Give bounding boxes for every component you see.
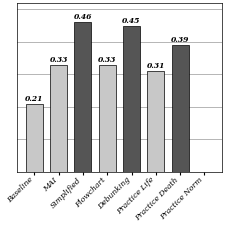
Text: 0.45: 0.45: [122, 17, 141, 25]
Text: 0.46: 0.46: [74, 13, 92, 21]
Text: 0.39: 0.39: [171, 36, 189, 44]
Text: 0.33: 0.33: [98, 56, 116, 64]
Bar: [172, 45, 189, 172]
Text: 0.33: 0.33: [50, 56, 68, 64]
Bar: [123, 25, 140, 172]
Bar: [50, 65, 67, 172]
Text: 0.21: 0.21: [25, 94, 44, 103]
Text: 0.31: 0.31: [147, 62, 165, 70]
Bar: [26, 104, 43, 172]
Bar: [74, 22, 91, 172]
Bar: [99, 65, 116, 172]
Bar: [147, 71, 164, 172]
